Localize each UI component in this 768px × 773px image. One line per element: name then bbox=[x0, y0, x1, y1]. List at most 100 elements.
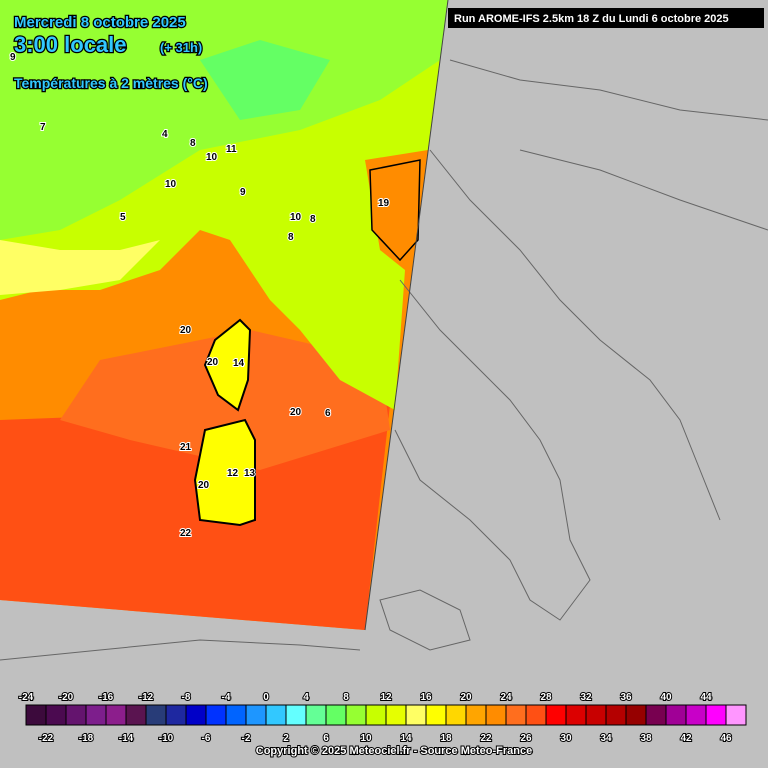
scale-label: 8 bbox=[343, 692, 349, 703]
contour-label: 14 bbox=[233, 358, 245, 369]
scale-label: -2 bbox=[242, 733, 251, 744]
offset: (+ 31h) bbox=[160, 40, 202, 55]
sardinia bbox=[193, 418, 256, 527]
scale-label: 20 bbox=[460, 692, 472, 703]
contour-label: 20 bbox=[198, 480, 210, 491]
warm-sea bbox=[0, 405, 390, 630]
contour-label: 7 bbox=[40, 122, 46, 133]
contour-label: 12 bbox=[227, 468, 239, 479]
scale-label: 30 bbox=[560, 733, 572, 744]
scale-swatch bbox=[525, 704, 547, 726]
land-alps bbox=[0, 0, 448, 240]
adriatic bbox=[369, 159, 421, 262]
scale-swatch bbox=[405, 704, 427, 726]
scale-label: 32 bbox=[580, 692, 592, 703]
scale-label: 18 bbox=[440, 733, 452, 744]
scale-swatch bbox=[105, 704, 127, 726]
land-coast bbox=[0, 240, 160, 295]
border-balkan bbox=[519, 149, 768, 231]
scale-swatch bbox=[485, 704, 507, 726]
scale-label: -24 bbox=[19, 692, 34, 703]
sicily bbox=[379, 589, 471, 651]
scale-swatch bbox=[385, 704, 407, 726]
scale-label: -8 bbox=[182, 692, 191, 703]
coastline-balkan bbox=[429, 149, 721, 521]
scale-swatch bbox=[25, 704, 47, 726]
scale-swatch bbox=[285, 704, 307, 726]
scale-swatch bbox=[725, 704, 747, 726]
contour-label: 10 bbox=[290, 212, 302, 223]
time: 3:00 locale bbox=[14, 32, 127, 57]
scale-swatch bbox=[425, 704, 447, 726]
scale-label: 6 bbox=[323, 733, 329, 744]
scale-swatch bbox=[625, 704, 647, 726]
scale-label: 44 bbox=[700, 692, 712, 703]
scale-swatch bbox=[705, 704, 727, 726]
scale-swatch bbox=[325, 704, 347, 726]
copyright: Copyright © 2025 Meteociel.fr - Source M… bbox=[256, 745, 532, 757]
contour-label: 10 bbox=[165, 179, 177, 190]
scale-label: 36 bbox=[620, 692, 632, 703]
scale-label: 2 bbox=[283, 733, 289, 744]
contour-label: 22 bbox=[180, 528, 192, 539]
color-scale: -24-22-20-18-16-14-12-10-8-6-4-202468101… bbox=[18, 691, 747, 745]
scale-swatch bbox=[465, 704, 487, 726]
scale-label: 12 bbox=[380, 692, 392, 703]
scale-swatch bbox=[365, 704, 387, 726]
scale-label: 22 bbox=[480, 733, 492, 744]
scale-swatch bbox=[645, 704, 667, 726]
scale-swatch bbox=[85, 704, 107, 726]
domain-edge bbox=[364, 0, 449, 631]
contour-label: 9 bbox=[10, 52, 16, 63]
scale-swatch bbox=[585, 704, 607, 726]
scale-swatch bbox=[685, 704, 707, 726]
scale-label: -22 bbox=[39, 733, 54, 744]
contour-label: 10 bbox=[206, 152, 218, 163]
contour-label: 19 bbox=[378, 198, 390, 209]
scale-label: -16 bbox=[99, 692, 114, 703]
contour-label: 11 bbox=[226, 144, 237, 155]
land-high bbox=[200, 40, 330, 120]
scale-swatch bbox=[505, 704, 527, 726]
contour-label: 20 bbox=[180, 325, 192, 336]
contour-label: 8 bbox=[190, 138, 196, 149]
scale-swatch bbox=[205, 704, 227, 726]
scale-label: 0 bbox=[263, 692, 269, 703]
scale-label: 34 bbox=[600, 733, 612, 744]
contour-label: 8 bbox=[288, 232, 294, 243]
date: Mercredi 8 octobre 2025 bbox=[14, 14, 186, 31]
contour-label: 5 bbox=[120, 212, 126, 223]
contour-label: 20 bbox=[290, 407, 302, 418]
run-info: Run AROME-IFS 2.5km 18 Z du Lundi 6 octo… bbox=[454, 13, 729, 25]
scale-swatch bbox=[265, 704, 287, 726]
scale-swatch bbox=[45, 704, 67, 726]
contour-label: 8 bbox=[310, 214, 316, 225]
scale-swatch bbox=[225, 704, 247, 726]
scale-label: -10 bbox=[159, 733, 174, 744]
scale-swatch bbox=[565, 704, 587, 726]
scale-swatch bbox=[125, 704, 147, 726]
contour-label: 20 bbox=[207, 357, 219, 368]
scale-label: -6 bbox=[202, 733, 211, 744]
scale-label: -20 bbox=[59, 692, 74, 703]
scale-label: -12 bbox=[139, 692, 154, 703]
map-labels: 20 20 20 21 22 19 20 14 12 13 10 8 9 7 5 11 10 8 4 6 8 9 10 bbox=[9, 51, 391, 540]
variable: Températures à 2 mètres (°C) bbox=[14, 75, 208, 91]
borders bbox=[0, 59, 768, 661]
scale-swatch bbox=[665, 704, 687, 726]
scale-swatch bbox=[185, 704, 207, 726]
coastline-africa bbox=[0, 639, 361, 661]
scale-swatch bbox=[345, 704, 367, 726]
scale-label: -18 bbox=[79, 733, 94, 744]
scale-label: 24 bbox=[500, 692, 512, 703]
contour-label: 9 bbox=[240, 187, 246, 198]
scale-swatch bbox=[145, 704, 167, 726]
scale-swatch bbox=[245, 704, 267, 726]
scale-label: -4 bbox=[222, 692, 231, 703]
scale-swatch bbox=[605, 704, 627, 726]
scale-label: 40 bbox=[660, 692, 672, 703]
contour-label: 6 bbox=[325, 408, 331, 419]
contour-label: 13 bbox=[244, 468, 256, 479]
scale-swatch bbox=[165, 704, 187, 726]
